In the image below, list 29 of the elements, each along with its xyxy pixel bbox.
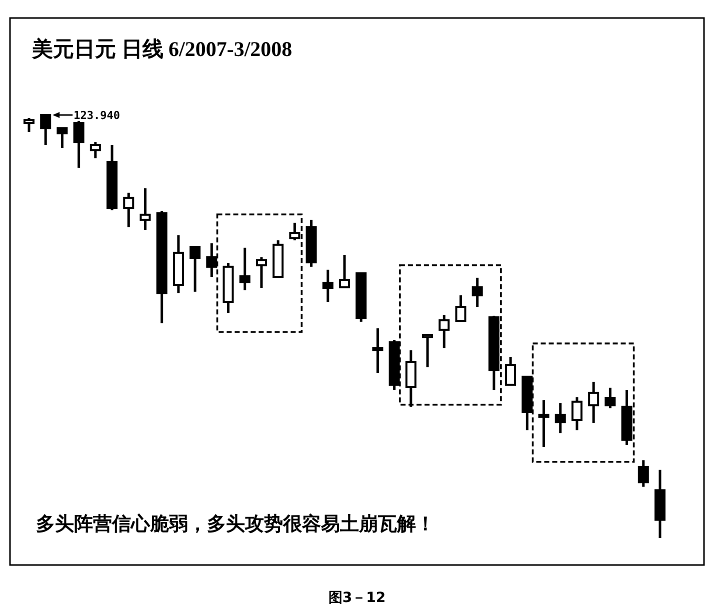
candlestick: [56, 126, 68, 150]
candlestick: [455, 294, 466, 322]
candlestick: [140, 186, 151, 232]
candlestick: [472, 276, 483, 308]
candlestick: [538, 398, 550, 448]
candlestick: [372, 326, 384, 374]
candlestick: [604, 386, 616, 410]
candlestick: [40, 114, 52, 146]
candlestick: [422, 334, 434, 368]
candlestick: [239, 246, 250, 292]
annotation: 多头阵营信心脆弱，多头攻势很容易土崩瓦解！: [36, 513, 435, 535]
caption: 图3－12: [328, 590, 386, 606]
candlestick: [505, 356, 516, 386]
candlestick: [123, 192, 134, 228]
candlestick: [638, 458, 649, 488]
annotation: 123.940: [74, 109, 120, 122]
candlestick: [322, 268, 334, 304]
candlestick: [256, 256, 267, 290]
candlestick: [588, 380, 600, 424]
candlestick: [24, 116, 34, 134]
candlestick: [289, 222, 300, 242]
candlestick: [90, 140, 101, 160]
candlestick: [339, 254, 350, 288]
candlestick: [571, 396, 582, 432]
candlestick: [554, 402, 566, 434]
candlestick: [190, 246, 201, 294]
chart-title: 美元日元 日线 6/2007-3/2008: [31, 37, 292, 61]
candlestick: [438, 314, 450, 350]
candlestick: [73, 120, 84, 170]
